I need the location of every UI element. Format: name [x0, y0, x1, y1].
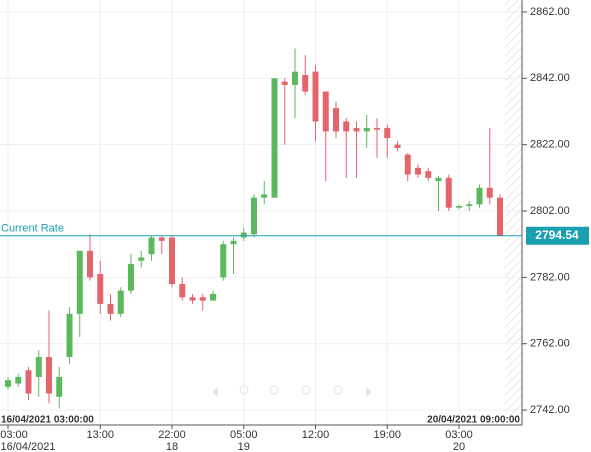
x-tick-label: 12:00: [302, 429, 330, 441]
candle-body: [251, 197, 257, 235]
y-tick-label: 2742.00: [530, 404, 570, 416]
y-tick-label: 2782.00: [530, 271, 570, 283]
candle-body: [476, 187, 483, 205]
candle-body: [210, 293, 216, 301]
end-label: 20/04/2021 09:00:00: [427, 415, 520, 426]
candle-body: [445, 177, 452, 208]
toolbar[interactable]: [212, 385, 372, 397]
candle-body: [322, 91, 329, 132]
candle-body: [107, 303, 114, 314]
candle-body: [97, 274, 104, 304]
current-rate-tag: [526, 226, 589, 245]
x-tick-label: 13:00: [86, 429, 114, 441]
candle-body: [56, 376, 63, 397]
y-tick-label: 2862.00: [530, 6, 570, 18]
x-tick-label: 05:00: [230, 429, 258, 441]
candle-body: [312, 71, 319, 122]
candle-body: [5, 380, 11, 387]
x-tick-label: 19:00: [373, 429, 401, 441]
candle-body: [230, 240, 237, 245]
candle-body: [220, 244, 227, 278]
candle-body: [384, 128, 391, 139]
candle-body: [240, 232, 247, 238]
candle-body: [425, 171, 432, 178]
zoom-reset[interactable]: [301, 385, 311, 395]
future-area: [505, 0, 522, 425]
candles: [5, 48, 503, 409]
candle-body: [353, 128, 360, 132]
candle-body: [87, 250, 93, 278]
candle-body: [271, 78, 278, 198]
candle-body: [292, 71, 298, 85]
candle-body: [158, 237, 165, 241]
candle-body: [435, 177, 442, 182]
current-rate-label: Current Rate: [1, 223, 64, 235]
scroll-left[interactable]: [212, 387, 218, 397]
x-tick-label: 03:00: [445, 429, 473, 441]
zoom-fit[interactable]: [333, 385, 343, 395]
candle-body: [363, 128, 370, 132]
candle-body: [117, 290, 124, 314]
start-label: 16/04/2021 03:00:00: [1, 415, 94, 426]
candle-body: [179, 283, 186, 298]
candle-body: [261, 194, 268, 198]
candle-body: [486, 187, 493, 198]
candle-body: [148, 237, 155, 255]
candle-body: [46, 356, 52, 394]
candle-body: [199, 297, 206, 301]
x-date-label: 16/04/2021: [0, 441, 55, 452]
zoom-out[interactable]: [269, 385, 279, 395]
candle-body: [66, 313, 73, 357]
candle-body: [189, 297, 196, 301]
y-tick-label: 2762.00: [530, 338, 570, 350]
candle-body: [343, 121, 350, 132]
candle-body: [415, 167, 421, 175]
x-date-label: 19: [238, 441, 250, 452]
candle-body: [281, 81, 288, 85]
x-date-label: 20: [453, 441, 465, 452]
zoom-in[interactable]: [239, 385, 249, 395]
y-tick-label: 2842.00: [530, 72, 570, 84]
candle-body: [128, 264, 134, 291]
candle-body: [404, 154, 411, 175]
candle-body: [138, 257, 145, 261]
x-tick-label: 22:00: [158, 429, 186, 441]
candle-body: [456, 206, 462, 208]
x-date-label: 18: [166, 441, 178, 452]
candle-body: [302, 74, 309, 92]
candle-body: [35, 356, 42, 377]
y-tick-label: 2822.00: [530, 139, 570, 151]
candle-body: [169, 237, 175, 284]
candle-body: [333, 108, 339, 132]
y-tick-label: 2802.00: [530, 205, 570, 217]
candle-body: [497, 197, 503, 236]
grid: [0, 0, 522, 425]
current-rate-value: 2794.54: [535, 228, 579, 242]
scroll-right[interactable]: [366, 387, 372, 397]
candle-body: [15, 376, 22, 384]
candle-body: [25, 370, 32, 394]
x-tick-label: 03:00: [0, 429, 28, 441]
candle-body: [466, 204, 473, 207]
candle-body: [374, 128, 380, 130]
candle-body: [394, 144, 401, 148]
candle-body: [76, 250, 83, 314]
